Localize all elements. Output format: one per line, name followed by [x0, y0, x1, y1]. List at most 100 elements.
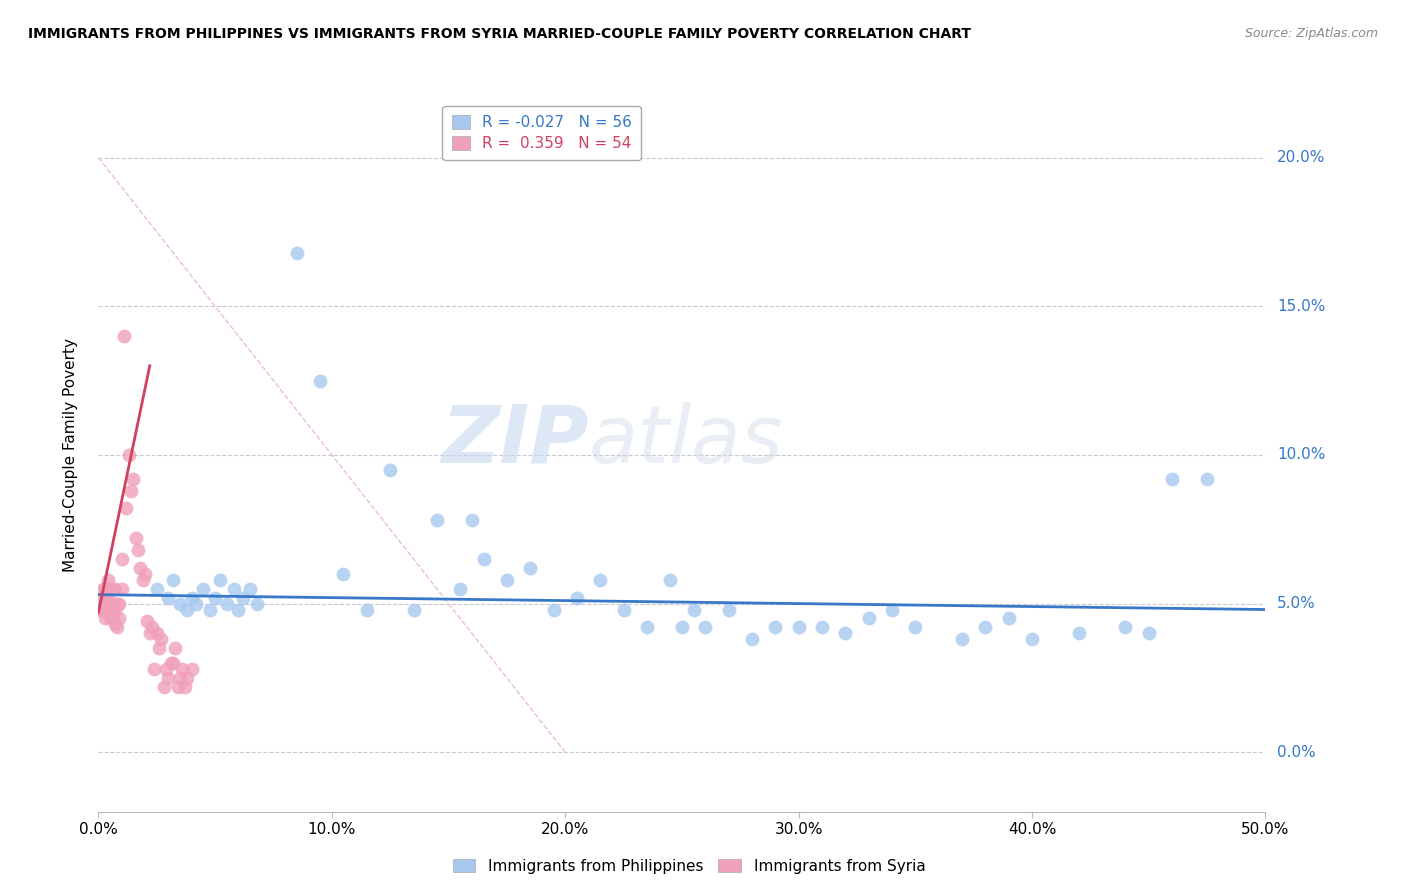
Point: [180, 591, 202, 605]
Point: [682, 602, 704, 616]
Point: [204, 591, 226, 605]
Point: [589, 573, 612, 587]
Point: [636, 620, 658, 634]
Point: [90, 591, 112, 605]
Text: ZIP: ZIP: [441, 401, 589, 480]
Point: [811, 620, 834, 634]
Point: [97, 591, 120, 605]
Point: [105, 620, 128, 634]
Point: [763, 620, 786, 634]
Point: [101, 582, 124, 596]
Point: [173, 680, 195, 694]
Text: 15.0%: 15.0%: [1277, 299, 1326, 314]
Text: 10.0%: 10.0%: [1277, 448, 1326, 462]
Point: [146, 626, 169, 640]
Point: [1195, 472, 1218, 486]
Point: [180, 662, 202, 676]
Point: [426, 513, 449, 527]
Point: [111, 552, 134, 566]
Point: [129, 561, 152, 575]
Legend: Immigrants from Philippines, Immigrants from Syria: Immigrants from Philippines, Immigrants …: [447, 853, 931, 880]
Point: [904, 620, 927, 634]
Y-axis label: Married-Couple Family Poverty: Married-Couple Family Poverty: [63, 338, 77, 572]
Point: [378, 463, 402, 477]
Point: [139, 626, 162, 640]
Point: [112, 329, 135, 343]
Point: [98, 582, 121, 596]
Point: [108, 611, 131, 625]
Point: [141, 620, 163, 634]
Point: [176, 671, 198, 685]
Point: [132, 573, 155, 587]
Point: [115, 501, 138, 516]
Point: [565, 591, 588, 605]
Point: [166, 680, 188, 694]
Point: [461, 513, 484, 527]
Point: [98, 611, 121, 625]
Point: [880, 602, 903, 616]
Point: [94, 611, 117, 625]
Point: [495, 573, 517, 587]
Point: [94, 582, 117, 596]
Point: [98, 597, 121, 611]
Point: [152, 680, 174, 694]
Point: [193, 582, 215, 596]
Point: [104, 617, 127, 632]
Point: [519, 561, 541, 575]
Point: [232, 591, 254, 605]
Point: [111, 582, 134, 596]
Point: [108, 597, 131, 611]
Point: [101, 611, 124, 625]
Text: IMMIGRANTS FROM PHILIPPINES VS IMMIGRANTS FROM SYRIA MARRIED-COUPLE FAMILY POVER: IMMIGRANTS FROM PHILIPPINES VS IMMIGRANT…: [28, 27, 972, 41]
Point: [1021, 632, 1043, 647]
Point: [246, 597, 269, 611]
Point: [165, 641, 187, 656]
Point: [90, 602, 112, 616]
Point: [176, 602, 198, 616]
Point: [146, 582, 169, 596]
Point: [239, 582, 262, 596]
Point: [118, 448, 141, 462]
Point: [309, 374, 332, 388]
Point: [150, 632, 173, 647]
Point: [1067, 626, 1090, 640]
Text: 5.0%: 5.0%: [1277, 596, 1316, 611]
Point: [127, 543, 149, 558]
Point: [104, 582, 127, 596]
Point: [356, 602, 378, 616]
Point: [136, 615, 159, 629]
Point: [402, 602, 425, 616]
Point: [157, 591, 180, 605]
Point: [950, 632, 973, 647]
Point: [134, 566, 156, 581]
Point: [162, 573, 184, 587]
Point: [143, 662, 166, 676]
Text: 20.0%: 20.0%: [1277, 150, 1326, 165]
Point: [787, 620, 810, 634]
Point: [159, 656, 181, 670]
Point: [659, 573, 682, 587]
Point: [97, 573, 120, 587]
Point: [97, 602, 120, 616]
Text: Source: ZipAtlas.com: Source: ZipAtlas.com: [1244, 27, 1378, 40]
Point: [332, 566, 354, 581]
Point: [741, 632, 763, 647]
Point: [612, 602, 634, 616]
Point: [94, 597, 117, 611]
Point: [215, 597, 238, 611]
Point: [172, 662, 194, 676]
Legend: R = -0.027   N = 56, R =  0.359   N = 54: R = -0.027 N = 56, R = 0.359 N = 54: [443, 106, 641, 161]
Point: [169, 597, 191, 611]
Point: [200, 602, 222, 616]
Point: [162, 656, 184, 670]
Point: [91, 602, 114, 616]
Point: [169, 671, 191, 685]
Point: [91, 582, 114, 596]
Point: [120, 483, 142, 498]
Point: [285, 245, 308, 260]
Point: [208, 573, 231, 587]
Text: 0.0%: 0.0%: [1277, 745, 1316, 760]
Point: [148, 641, 170, 656]
Point: [101, 597, 124, 611]
Point: [125, 531, 148, 545]
